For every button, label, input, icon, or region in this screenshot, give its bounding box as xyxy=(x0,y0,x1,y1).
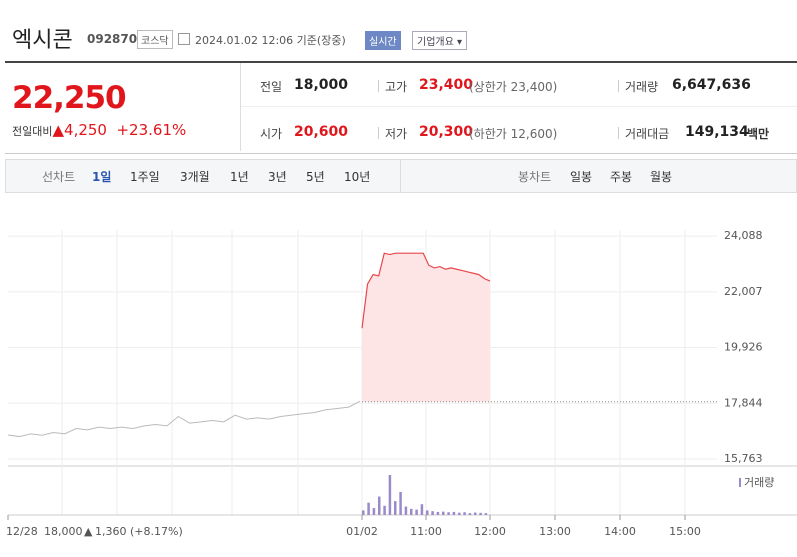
divider xyxy=(400,160,401,192)
tab[interactable]: 1년 xyxy=(230,170,249,184)
volume-bar xyxy=(394,501,397,515)
stock-code: 092870 xyxy=(87,32,138,46)
divider xyxy=(618,80,619,92)
clock-icon xyxy=(178,33,190,45)
stat-value: 149,134 xyxy=(685,124,749,140)
change-pct: +23.61% xyxy=(116,121,187,139)
y-tick-label: 17,844 xyxy=(724,396,763,409)
stat-label: 고가 xyxy=(385,80,408,94)
volume-bar xyxy=(383,505,386,515)
current-price: 22,250 xyxy=(12,80,127,116)
tab[interactable]: 주봉 xyxy=(610,170,633,184)
prev-change: 1,360 xyxy=(95,525,127,538)
volume-bar xyxy=(420,504,424,515)
prev-arrow: ▲ xyxy=(84,525,93,538)
tab[interactable]: 일봉 xyxy=(570,170,593,184)
tab[interactable]: 1주일 xyxy=(130,170,160,184)
datetime: 2024.01.02 12:06 기준(장중) xyxy=(195,34,346,47)
volume-bar xyxy=(410,508,413,515)
stat-value: 6,647,636 xyxy=(672,77,751,93)
tab-bar xyxy=(5,159,797,193)
volume-bar xyxy=(447,512,450,515)
volume-bar xyxy=(442,511,445,515)
legend-label: 거래량 xyxy=(744,476,774,489)
change-label: 전일대비 xyxy=(12,125,53,138)
tab[interactable]: 1일 xyxy=(92,170,112,184)
stat-value: 18,000 xyxy=(294,77,349,93)
legend-swatch xyxy=(739,478,741,487)
divider xyxy=(240,63,241,151)
stat-label: 저가 xyxy=(385,127,408,141)
volume-bar xyxy=(399,491,402,515)
divider xyxy=(378,80,379,92)
x-tick-label: 12:00 xyxy=(474,525,506,538)
price-line xyxy=(361,252,491,329)
volume-bar xyxy=(452,511,456,515)
volume-bar xyxy=(378,496,381,515)
stat-label: 거래량 xyxy=(625,80,659,94)
volume-bar xyxy=(468,513,472,515)
x-tick-label: 12/28 xyxy=(6,525,38,538)
y-tick-label: 19,926 xyxy=(724,341,763,354)
tab-group-label: 봉차트 xyxy=(518,170,552,184)
volume-bar xyxy=(436,511,440,515)
x-tick-label: 15:00 xyxy=(669,525,701,538)
volume-bar xyxy=(426,510,429,515)
change: 4,250 xyxy=(64,121,107,139)
stat-value: 23,400 xyxy=(419,77,474,93)
prev-close: 18,000 xyxy=(44,525,83,538)
up-arrow: ▲ xyxy=(52,121,65,139)
volume-bar xyxy=(474,512,477,515)
tab-group-label: 선차트 xyxy=(42,170,76,184)
volume-bar xyxy=(362,510,365,515)
divider xyxy=(618,127,619,139)
stat-unit: 백만 xyxy=(747,127,770,141)
divider xyxy=(378,127,379,139)
volume-bar xyxy=(372,508,376,515)
x-tick-label: 13:00 xyxy=(539,525,571,538)
info-panel xyxy=(5,61,797,154)
volume-bar xyxy=(367,502,370,515)
tab[interactable]: 3개월 xyxy=(180,170,210,184)
y-tick-label: 22,007 xyxy=(724,285,763,298)
volume-bar xyxy=(458,512,461,515)
tab[interactable]: 5년 xyxy=(306,170,325,184)
y-tick-label: 24,088 xyxy=(724,229,763,242)
realtime-badge[interactable]: 실시간 xyxy=(365,31,401,50)
stat-value: 20,600 xyxy=(294,124,349,140)
volume-bar xyxy=(431,511,434,515)
volume-bar xyxy=(388,475,392,515)
tab[interactable]: 3년 xyxy=(268,170,287,184)
prev-change-pct: (+8.17%) xyxy=(130,525,183,538)
change-row: 전일대비▲4,250 +23.61% xyxy=(12,121,186,139)
stat-extra: (상한가 23,400) xyxy=(469,80,558,94)
stock-name: 엑시콘 xyxy=(12,28,73,53)
volume-bar xyxy=(479,512,482,515)
x-tick-label: 11:00 xyxy=(410,525,442,538)
x-tick-label: 01/02 xyxy=(346,525,378,538)
tab[interactable]: 월봉 xyxy=(650,170,673,184)
market-badge: 코스닥 xyxy=(137,30,173,49)
stat-label: 시가 xyxy=(260,127,283,141)
x-tick-label: 14:00 xyxy=(604,525,636,538)
stat-value: 20,300 xyxy=(419,124,474,140)
overview-button[interactable]: 기업개요 ▾ xyxy=(412,31,468,50)
divider xyxy=(241,106,797,107)
volume-bar xyxy=(484,513,488,515)
stat-extra: (하한가 12,600) xyxy=(469,127,558,141)
stat-label: 거래대금 xyxy=(625,127,670,141)
overview-label: 기업개요 xyxy=(417,37,454,48)
area xyxy=(362,253,490,402)
volume-bar xyxy=(404,506,408,515)
volume-bar xyxy=(415,509,418,515)
stat-label: 전일 xyxy=(260,80,283,94)
y-tick-label: 15,763 xyxy=(724,452,763,465)
prev-line xyxy=(7,400,361,438)
tab[interactable]: 10년 xyxy=(344,170,371,184)
volume-bar xyxy=(463,512,466,515)
